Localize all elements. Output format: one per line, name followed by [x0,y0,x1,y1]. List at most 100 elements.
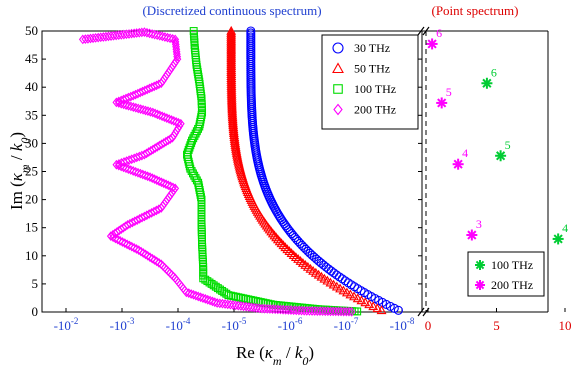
data-point [123,239,132,250]
x-tick-label: 10 [559,318,572,333]
data-point [135,213,144,224]
data-point [199,293,207,303]
data-point [271,304,280,315]
point-label: 4 [562,221,568,235]
left-legend-box [321,34,419,130]
data-point [153,30,162,41]
data-point [203,277,212,286]
data-point [128,217,137,228]
point-label: 3 [476,217,482,231]
y-axis-label: Im (κm / k0) [7,132,32,210]
data-point [148,107,157,118]
data-point [120,238,129,249]
data-point [122,163,130,174]
data-point [197,228,206,237]
right-x-axis-ticks: 0 5 10 [425,308,572,333]
data-point [194,291,203,302]
data-point [162,113,171,123]
data-point [166,134,175,144]
right-legend: 100 THz 200 THz [467,251,545,297]
data-point [129,166,138,176]
data-point [349,291,359,301]
data-point [368,301,379,311]
data-point [169,116,178,126]
data-point [197,233,206,242]
data-point [135,151,144,162]
data-point [334,306,343,317]
data-point [164,180,173,191]
data-point [160,112,169,123]
data-point [466,229,478,241]
data-point [260,303,269,314]
data-point [149,144,157,155]
data-point [426,38,438,50]
data-point [145,83,154,94]
data-point [233,155,244,165]
x-tick-label: -10-2 [54,316,79,333]
y-tick-label: 30 [25,135,38,150]
data-point [198,255,207,264]
data-point [130,153,139,164]
data-point [130,242,139,253]
data-point [255,303,264,314]
data-point [213,284,222,293]
data-point [147,207,156,218]
data-point [167,115,176,125]
data-point [326,266,336,276]
data-point [114,98,123,108]
data-point [157,78,166,89]
data-point [119,99,128,110]
data-point [198,235,206,244]
data-point [132,244,141,254]
data-point [129,102,138,112]
data-point [150,81,159,92]
data-point [289,305,298,316]
data-point [258,303,266,314]
data-point [134,245,143,256]
data-point [281,304,290,315]
data-point [372,303,383,313]
data-point [198,245,207,254]
data-point [122,100,131,110]
series-30-thz [246,26,403,315]
data-point [142,148,151,159]
right-chart-title: (Point spectrum) [431,3,518,18]
x-tick-label: -10-8 [390,316,415,333]
data-point [153,109,162,120]
data-point [136,104,145,114]
data-point [216,285,224,294]
data-point [274,236,285,246]
data-point [310,306,319,316]
data-point [134,167,142,178]
data-point [389,303,399,313]
data-point [203,294,212,305]
data-point [278,240,289,250]
data-point [151,108,160,119]
data-point [276,238,287,248]
legend-marker [332,62,344,74]
data-point [157,139,166,150]
data-point [152,80,161,91]
data-point [356,295,367,305]
data-point [198,240,207,249]
data-point [197,218,206,227]
data-point [137,27,146,38]
data-point [123,220,132,230]
data-point [182,287,191,298]
data-point [329,306,338,317]
data-point [198,238,206,247]
legend-marker [475,280,485,290]
data-point [436,97,448,109]
data-point [215,298,224,309]
legend-marker [332,42,344,54]
data-point [288,250,299,259]
data-point [206,295,214,306]
data-point [157,177,166,188]
data-point [201,294,210,304]
data-point [119,222,128,233]
data-point [229,300,237,310]
data-point [134,103,143,114]
data-point [129,90,138,101]
data-point [154,79,163,90]
